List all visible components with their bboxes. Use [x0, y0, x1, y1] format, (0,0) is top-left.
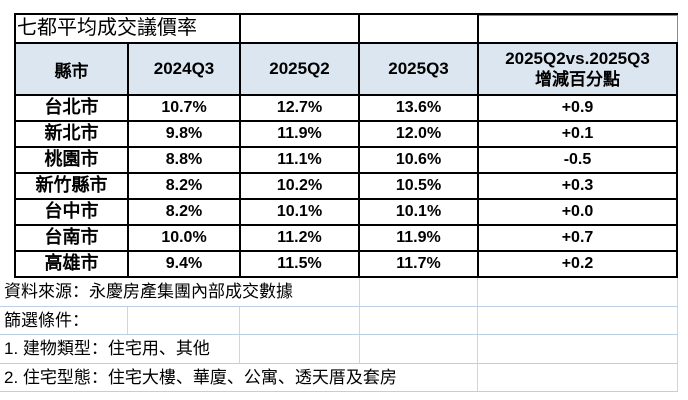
gridline [677, 335, 678, 363]
header-city[interactable]: 縣市 [16, 44, 129, 94]
cell-2025q3[interactable]: 11.9% [360, 226, 479, 250]
cell-city[interactable]: 新竹縣市 [16, 174, 129, 198]
cell-diff[interactable]: +0.3 [479, 174, 678, 198]
cell-2025q2[interactable]: 11.5% [241, 252, 360, 276]
header-2025q2[interactable]: 2025Q2 [241, 44, 360, 94]
empty-cell[interactable] [241, 15, 360, 42]
cell-2025q3[interactable]: 10.1% [360, 200, 479, 224]
cell-2024q3[interactable]: 8.2% [129, 174, 241, 198]
cell-2025q3[interactable]: 11.7% [360, 252, 479, 276]
cell-diff[interactable]: +0.2 [479, 252, 678, 276]
cell-2025q2[interactable]: 11.9% [241, 122, 360, 146]
gridline [359, 307, 360, 334]
note-condition2-row: 2. 住宅型態：住宅大樓、華廈、公寓、透天厝及套房 [0, 364, 678, 392]
cell-2024q3[interactable]: 10.7% [129, 96, 241, 120]
gridline [239, 307, 240, 334]
cell-2025q3[interactable]: 13.6% [360, 96, 479, 120]
gridline [127, 307, 128, 334]
gridline [477, 307, 478, 334]
header-diff[interactable]: 2025Q2vs.2025Q3 增減百分點 [479, 44, 678, 94]
cell-2024q3[interactable]: 9.8% [129, 122, 241, 146]
cell-2025q3[interactable]: 12.0% [360, 122, 479, 146]
cell-2024q3[interactable]: 10.0% [129, 226, 241, 250]
cell-city[interactable]: 高雄市 [16, 252, 129, 276]
cell-2025q2[interactable]: 10.2% [241, 174, 360, 198]
note-condition2[interactable]: 2. 住宅型態：住宅大樓、華廈、公寓、透天厝及套房 [4, 368, 397, 387]
header-diff-line2: 增減百分點 [535, 70, 620, 89]
empty-cell[interactable] [360, 15, 479, 42]
cell-2024q3[interactable]: 8.2% [129, 200, 241, 224]
table-row: 新北市 9.8% 11.9% 12.0% +0.1 [14, 122, 678, 148]
gridline [477, 278, 478, 306]
table-row: 新竹縣市 8.2% 10.2% 10.5% +0.3 [14, 174, 678, 200]
cell-city[interactable]: 台中市 [16, 200, 129, 224]
note-source-row: 資料來源：永慶房產集團內部成交數據 [0, 278, 678, 307]
cell-diff[interactable]: +0.9 [479, 96, 678, 120]
title-row: 七都平均成交議價率 [14, 13, 678, 42]
note-source[interactable]: 資料來源：永慶房產集團內部成交數據 [4, 282, 293, 301]
gridline [677, 364, 678, 391]
cell-city[interactable]: 桃園市 [16, 148, 129, 172]
gridline [359, 335, 360, 363]
gridline [359, 278, 360, 306]
header-row: 縣市 2024Q3 2025Q2 2025Q3 2025Q2vs.2025Q3 … [14, 42, 678, 96]
cell-2024q3[interactable]: 9.4% [129, 252, 241, 276]
cell-2025q2[interactable]: 10.1% [241, 200, 360, 224]
note-condition1-row: 1. 建物類型：住宅用、其他 [0, 335, 678, 364]
note-condition1[interactable]: 1. 建物類型：住宅用、其他 [4, 339, 210, 358]
table-row: 桃園市 8.8% 11.1% 10.6% -0.5 [14, 148, 678, 174]
table-row: 台中市 8.2% 10.1% 10.1% +0.0 [14, 200, 678, 226]
note-filter-label[interactable]: 篩選條件： [4, 311, 89, 330]
cell-city[interactable]: 台南市 [16, 226, 129, 250]
empty-cell[interactable] [479, 15, 678, 42]
cell-2025q3[interactable]: 10.5% [360, 174, 479, 198]
gridline [477, 364, 478, 391]
cell-city[interactable]: 台北市 [16, 96, 129, 120]
cell-2025q2[interactable]: 11.2% [241, 226, 360, 250]
cell-2024q3[interactable]: 8.8% [129, 148, 241, 172]
header-2025q3[interactable]: 2025Q3 [360, 44, 479, 94]
header-diff-line1: 2025Q2vs.2025Q3 [505, 49, 650, 68]
note-filter-row: 篩選條件： [0, 307, 678, 335]
cell-diff[interactable]: +0.7 [479, 226, 678, 250]
cell-2025q2[interactable]: 12.7% [241, 96, 360, 120]
table-row: 台南市 10.0% 11.2% 11.9% +0.7 [14, 226, 678, 252]
cell-diff[interactable]: +0.1 [479, 122, 678, 146]
gridline [239, 335, 240, 363]
cell-diff[interactable]: -0.5 [479, 148, 678, 172]
cell-diff[interactable]: +0.0 [479, 200, 678, 224]
gridline [477, 335, 478, 363]
header-2024q3[interactable]: 2024Q3 [129, 44, 241, 94]
table-row: 台北市 10.7% 12.7% 13.6% +0.9 [14, 96, 678, 122]
gridline [677, 307, 678, 334]
table-title-cell[interactable]: 七都平均成交議價率 [16, 15, 241, 42]
cell-2025q3[interactable]: 10.6% [360, 148, 479, 172]
cell-city[interactable]: 新北市 [16, 122, 129, 146]
table-row: 高雄市 9.4% 11.5% 11.7% +0.2 [14, 252, 678, 278]
cell-2025q2[interactable]: 11.1% [241, 148, 360, 172]
gridline [677, 278, 678, 306]
